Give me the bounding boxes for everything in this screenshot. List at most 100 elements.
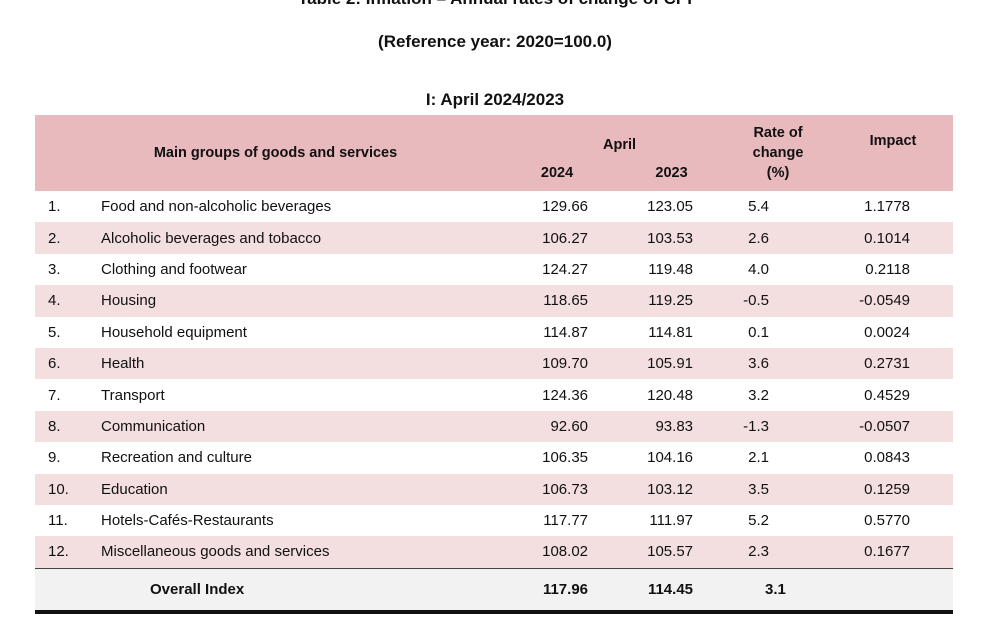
table-row: 12. Miscellaneous goods and services 108.0… — [35, 536, 954, 569]
row-rate-of-change: 2.6 — [723, 222, 834, 254]
row-impact: 0.0843 — [864, 449, 911, 467]
row-group-name: Clothing and footwear — [101, 260, 247, 278]
overall-index-2023: 114.45 — [620, 567, 724, 614]
row-value-2023: 123.05 — [647, 198, 694, 216]
row-rate-of-change: 0.1 — [748, 323, 770, 341]
row-impact: 0.2731 — [833, 347, 954, 380]
header-rate-line1: Rate of — [753, 125, 803, 141]
row-impact: 1.1778 — [864, 198, 911, 216]
header-year-2023: 2023 — [620, 155, 724, 191]
header-row-1: Main groups of goods and services April … — [35, 115, 954, 191]
row-group-name: Food and non-alcoholic beverages — [101, 198, 332, 216]
row-impact: -0.0507 — [833, 410, 954, 443]
table-row: 3. Clothing and footwear 124.27 119.48 4.0 0.… — [35, 254, 953, 285]
row-impact: 0.5770 — [864, 512, 911, 530]
row-value-2024: 106.27 — [516, 222, 621, 254]
row-value-2024: 114.87 — [543, 323, 589, 341]
overall-index-row: Overall Index 117.96 114.45 3.1 — [35, 567, 954, 614]
row-value-2023: 111.97 — [649, 512, 694, 530]
row-index: 12. — [35, 536, 89, 569]
row-value-2024: 108.02 — [516, 536, 621, 569]
header-main-groups: Main groups of goods and services — [35, 115, 517, 191]
overall-index-rate: 3.1 — [723, 567, 834, 614]
period-heading: I: April 2024/2023 — [425, 90, 565, 109]
row-rate-of-change: 3.2 — [748, 386, 770, 404]
cpi-table: Main groups of goods and services April … — [35, 115, 954, 614]
row-value-2024: 118.65 — [516, 285, 621, 317]
table-body: 1. Food and non-alcoholic beverages 129.66… — [35, 191, 954, 569]
row-index: 5. — [48, 323, 61, 341]
header-month: April — [516, 115, 724, 160]
header-rate-of-change: Rate of change (%) — [723, 115, 834, 191]
row-group-name: Household equipment — [101, 323, 247, 341]
table-row: 7. Transport 124.36 120.48 3.2 0.4529 — [35, 379, 953, 410]
header-rate-line2: change — [752, 145, 804, 161]
row-value-2023: 93.83 — [620, 410, 724, 443]
table-row: 2. Alcoholic beverages and tobacco 106.27 1… — [35, 222, 954, 254]
reference-year: (Reference year: 2020=100.0) — [378, 32, 612, 51]
row-rate-of-change: 5.2 — [748, 512, 770, 530]
overall-index-2024: 117.96 — [516, 567, 621, 614]
row-group-name: Hotels-Cafés-Restaurants — [101, 512, 274, 530]
table-row: 11. Hotels-Cafés-Restaurants 117.77 111.97 5… — [35, 505, 953, 536]
table-row: 5. Household equipment 114.87 114.81 0.1 0.00… — [35, 317, 953, 348]
row-impact: 0.1259 — [833, 473, 954, 505]
row-impact: 0.1014 — [833, 222, 954, 254]
row-group-name: Miscellaneous goods and services — [89, 536, 517, 569]
row-rate-of-change: 5.4 — [748, 198, 770, 216]
row-group-name: Alcoholic beverages and tobacco — [89, 222, 517, 254]
row-value-2023: 105.57 — [620, 536, 724, 569]
row-value-2023: 103.12 — [620, 473, 724, 505]
row-value-2024: 124.27 — [542, 260, 589, 278]
row-impact: -0.0549 — [833, 285, 954, 317]
row-group-name: Health — [89, 347, 517, 380]
overall-index-impact — [833, 567, 954, 614]
row-group-name: Housing — [89, 285, 517, 317]
header-row-2: 2024 2023 — [35, 155, 953, 191]
row-value-2024: 129.66 — [542, 198, 589, 216]
table-row: 9. Recreation and culture 106.35 104.16 2.1 0… — [35, 442, 953, 473]
row-value-2023: 103.53 — [620, 222, 724, 254]
row-index: 8. — [35, 410, 89, 443]
row-index: 11. — [48, 512, 68, 530]
row-index: 9. — [48, 449, 61, 467]
row-index: 10. — [35, 473, 89, 505]
row-rate-of-change: 2.3 — [723, 536, 834, 569]
row-impact: 0.4529 — [864, 386, 911, 404]
row-group-name: Communication — [89, 410, 517, 443]
row-group-name: Transport — [101, 386, 165, 404]
table-row: 8. Communication 92.60 93.83 -1.3 -0.0507 — [35, 410, 954, 443]
row-group-name: Education — [89, 473, 517, 505]
row-index: 4. — [35, 285, 89, 317]
row-value-2023: 120.48 — [647, 386, 694, 404]
row-value-2024: 109.70 — [516, 347, 621, 380]
row-rate-of-change: 3.6 — [723, 347, 834, 380]
row-index: 1. — [48, 198, 61, 216]
row-impact: 0.2118 — [865, 260, 911, 278]
table-row: 6. Health 109.70 105.91 3.6 0.2731 — [35, 347, 954, 380]
row-impact: 0.0024 — [864, 323, 911, 341]
table-row: 10. Education 106.73 103.12 3.5 0.1259 — [35, 473, 954, 505]
row-impact: 0.1677 — [833, 536, 954, 569]
row-value-2023: 119.25 — [620, 285, 724, 317]
row-index: 3. — [48, 260, 61, 278]
row-value-2024: 92.60 — [516, 410, 621, 443]
table-row: 4. Housing 118.65 119.25 -0.5 -0.0549 — [35, 285, 954, 317]
row-rate-of-change: 3.5 — [723, 473, 834, 505]
header-rate-line3: (%) — [766, 165, 790, 181]
row-value-2023: 119.48 — [648, 260, 694, 278]
row-index: 7. — [48, 386, 61, 404]
row-value-2024: 106.35 — [542, 449, 589, 467]
overall-index-label: Overall Index — [35, 567, 517, 614]
row-rate-of-change: 4.0 — [748, 260, 770, 278]
header-impact: Impact — [833, 115, 954, 191]
table-row: 1. Food and non-alcoholic beverages 129.66… — [35, 191, 953, 222]
row-group-name: Recreation and culture — [101, 449, 252, 467]
row-rate-of-change: -1.3 — [723, 410, 834, 443]
row-index: 2. — [35, 222, 89, 254]
row-value-2024: 117.77 — [543, 512, 589, 530]
row-index: 6. — [35, 347, 89, 380]
row-value-2023: 104.16 — [647, 449, 694, 467]
table-caption: Table 2: Inflation – Annual rates of cha… — [0, 0, 990, 9]
row-rate-of-change: 2.1 — [748, 449, 770, 467]
